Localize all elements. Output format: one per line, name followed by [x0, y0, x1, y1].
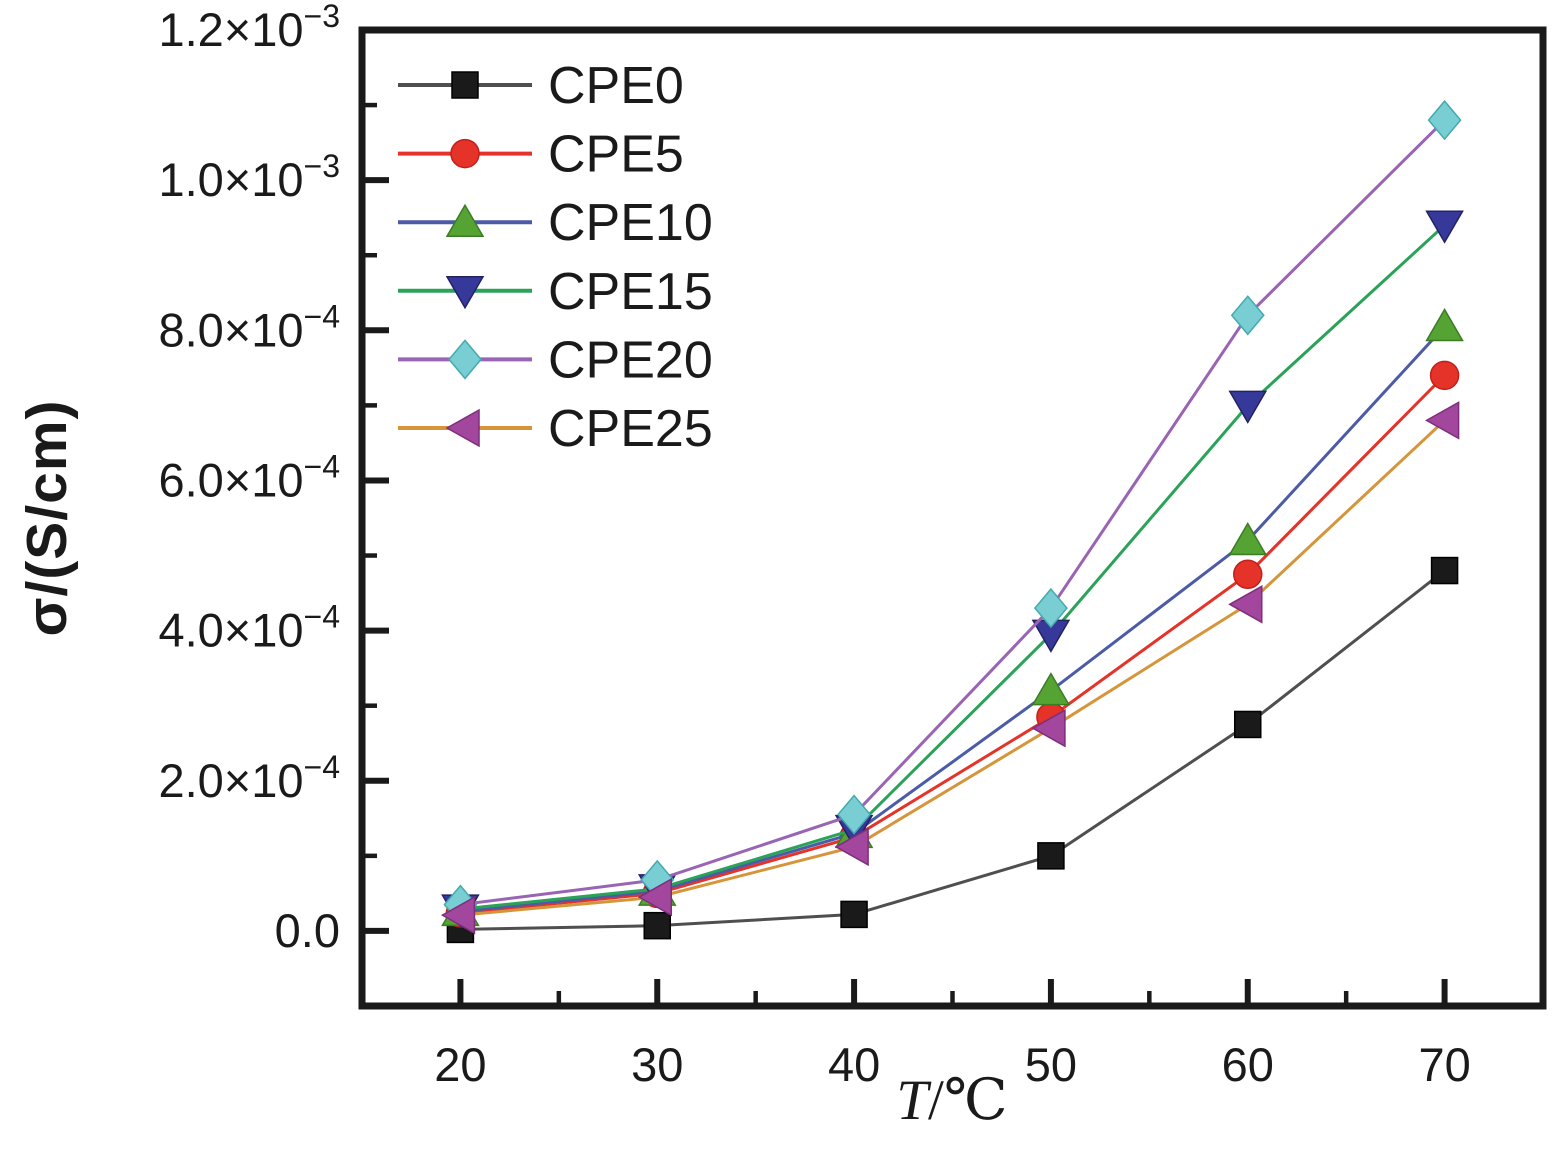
data-point-CPE25-30 [637, 877, 672, 917]
legend-label-CPE0: CPE0 [548, 57, 684, 115]
data-point-CPE5-70 [1429, 360, 1460, 391]
x-tick-label: 50 [1025, 1038, 1077, 1091]
x-tick-label: 60 [1222, 1038, 1274, 1091]
data-point-CPE10-70 [1425, 308, 1464, 342]
y-tick-label: 4.0×10−4 [158, 599, 340, 657]
legend-label-CPE5: CPE5 [548, 126, 684, 184]
legend-label-CPE20: CPE20 [548, 331, 713, 389]
y-tick-label: 1.0×10−3 [158, 148, 340, 206]
x-tick-label: 70 [1418, 1038, 1470, 1091]
data-point-CPE20-60 [1230, 295, 1265, 336]
legend-label-CPE15: CPE15 [548, 263, 713, 321]
data-point-CPE0-30 [643, 911, 671, 940]
y-tick-label: 1.2×10−3 [158, 0, 340, 56]
data-point-CPE10-60 [1228, 522, 1268, 556]
series-line-CPE0 [460, 569, 1446, 931]
data-point-CPE20-40 [837, 794, 872, 835]
series-line-CPE15 [460, 224, 1446, 911]
legend-marker-CPE10 [445, 203, 485, 237]
x-tick-label: 20 [434, 1038, 486, 1091]
data-point-CPE25-60 [1228, 585, 1263, 624]
data-point-CPE20-70 [1427, 99, 1462, 141]
data-point-CPE0-70 [1430, 556, 1459, 585]
legend-marker-CPE25 [445, 408, 480, 448]
x-tick-label: 40 [828, 1038, 880, 1091]
legend-marker-CPE15 [445, 276, 485, 310]
data-point-CPE0-50 [1037, 842, 1065, 870]
series-line-CPE5 [460, 374, 1446, 915]
y-tick-label: 6.0×10−4 [158, 448, 340, 506]
legend-label-CPE10: CPE10 [548, 194, 713, 252]
y-tick-label: 2.0×10−4 [158, 749, 340, 807]
legend-marker-CPE0 [451, 71, 479, 99]
data-point-CPE5-60 [1233, 559, 1263, 590]
data-point-CPE0-60 [1234, 710, 1262, 739]
data-point-CPE10-50 [1031, 672, 1071, 706]
series-line-CPE10 [460, 325, 1446, 913]
y-tick-label: 8.0×10−4 [158, 298, 340, 356]
data-point-CPE15-70 [1425, 210, 1464, 244]
y-tick-label: 0.0 [275, 904, 340, 957]
x-tick-label: 30 [631, 1038, 683, 1091]
data-point-CPE0-40 [840, 900, 868, 929]
x-axis-title: T/℃ [896, 1067, 1007, 1133]
data-point-CPE25-70 [1425, 401, 1460, 440]
x-axis-title-symbol: T [896, 1069, 929, 1132]
y-axis-title: σ/(S/cm) [15, 399, 79, 637]
data-point-CPE25-40 [834, 827, 869, 867]
legend-marker-CPE20 [448, 339, 482, 380]
series-line-CPE20 [460, 119, 1446, 907]
data-point-CPE25-20 [440, 895, 476, 935]
plot-frame [358, 26, 1547, 1010]
data-point-CPE15-60 [1228, 390, 1268, 424]
x-axis-title-unit: /℃ [928, 1069, 1008, 1132]
data-point-CPE25-50 [1031, 708, 1066, 748]
legend-marker-CPE5 [450, 138, 480, 169]
series-line-CPE25 [460, 419, 1446, 917]
data-point-CPE20-50 [1033, 587, 1068, 629]
legend-label-CPE25: CPE25 [548, 400, 713, 458]
